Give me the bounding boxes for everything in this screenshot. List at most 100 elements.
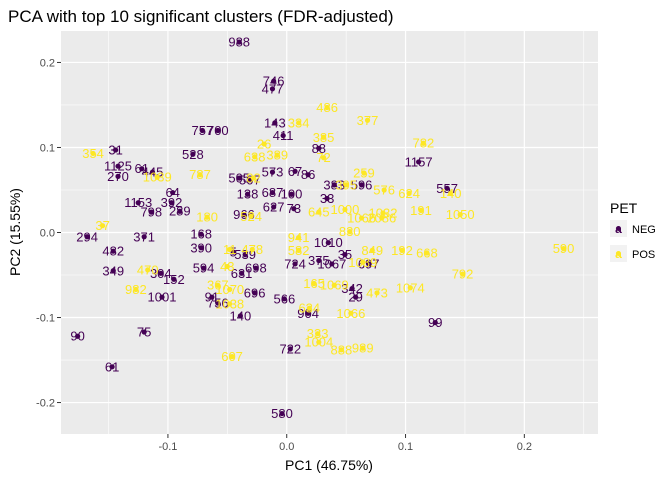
scatter-point xyxy=(324,195,330,202)
scatter-point xyxy=(261,141,267,147)
scatter-point xyxy=(338,347,344,353)
point-label: 1067 xyxy=(317,256,346,271)
point-label: 505 xyxy=(228,171,250,186)
point-label: 192 xyxy=(391,243,413,258)
point-label: 1032 xyxy=(369,205,398,220)
scatter-point xyxy=(236,175,242,181)
scatter-point xyxy=(227,301,233,307)
point-label: 477 xyxy=(262,81,284,96)
scatter-point xyxy=(424,250,430,256)
point-label: 573 xyxy=(262,165,284,180)
point-label: 830 xyxy=(339,224,361,239)
scatter-point xyxy=(204,214,210,220)
point-label: 982 xyxy=(125,282,147,297)
point-label: 782 xyxy=(413,136,435,151)
point-label: 75 xyxy=(137,324,151,339)
point-label: 67 xyxy=(288,164,302,179)
point-label: 140 xyxy=(440,186,462,201)
scatter-point xyxy=(249,246,255,253)
scatter-point xyxy=(296,120,302,126)
point-label: 349 xyxy=(102,263,124,278)
scatter-point xyxy=(325,240,331,246)
scatter-point xyxy=(177,208,183,214)
point-label: 43 xyxy=(220,259,234,274)
scatter-point xyxy=(432,320,438,326)
point-label: 1004 xyxy=(304,335,333,350)
point-label: 787 xyxy=(189,167,211,182)
point-label: 904 xyxy=(297,306,319,321)
scatter-point xyxy=(158,270,164,276)
y-tick-label: 0.2 xyxy=(40,57,55,69)
point-label: 64 xyxy=(165,185,179,200)
scatter-point xyxy=(366,261,372,267)
point-label: 1038 xyxy=(215,296,244,311)
legend-glyph-pos: a xyxy=(615,247,622,261)
scatter-point xyxy=(252,290,258,296)
point-label: 1001 xyxy=(148,290,177,305)
legend-label-neg: NEG xyxy=(632,224,656,236)
scatter-point xyxy=(331,282,337,288)
point-label: 624 xyxy=(398,186,420,201)
point-label: 270 xyxy=(107,169,129,184)
point-label: 333 xyxy=(307,326,329,341)
scatter-point xyxy=(374,290,380,296)
y-tick-label: -0.2 xyxy=(36,398,55,410)
scatter-point xyxy=(141,234,147,240)
scatter-point xyxy=(198,231,204,237)
scatter-point xyxy=(399,247,405,253)
point-label: 724 xyxy=(284,256,306,271)
point-label: 165 xyxy=(303,276,325,291)
scatter-point xyxy=(287,346,293,352)
point-label: 473 xyxy=(366,285,388,300)
point-label: 99 xyxy=(428,315,442,330)
scatter-point xyxy=(190,151,196,157)
scatter-point xyxy=(197,172,203,178)
scatter-point xyxy=(269,189,276,196)
scatter-point xyxy=(227,246,233,253)
scatter-point xyxy=(272,120,278,126)
point-label: 392 xyxy=(161,195,183,210)
scatter-point xyxy=(342,206,348,213)
point-label: 988 xyxy=(228,35,250,50)
scatter-point xyxy=(418,207,424,213)
scatter-point xyxy=(406,190,412,196)
point-label: 1089 xyxy=(348,255,377,270)
point-label: 375 xyxy=(308,253,330,268)
point-label: 289 xyxy=(169,204,191,219)
scatter-point xyxy=(379,215,385,221)
point-label: 1066 xyxy=(336,306,365,321)
point-label: 61 xyxy=(135,161,149,176)
point-label: 411 xyxy=(273,128,294,143)
scatter-point xyxy=(280,132,286,139)
scatter-point xyxy=(316,339,322,345)
point-label: 1050 xyxy=(446,207,475,222)
point-label: 594 xyxy=(193,261,215,276)
point-label: 334 xyxy=(288,115,310,130)
scatter-point xyxy=(291,206,297,212)
scatter-point xyxy=(343,182,349,188)
scatter-point xyxy=(248,213,254,219)
point-label: 11 xyxy=(223,242,237,257)
point-label: 687 xyxy=(262,185,284,200)
scatter-point xyxy=(349,286,355,292)
point-label: 377 xyxy=(357,113,379,128)
point-label: 294 xyxy=(76,229,98,244)
scatter-point xyxy=(358,215,365,221)
point-label: 342 xyxy=(341,281,363,296)
point-label: 576 xyxy=(373,182,395,197)
point-label: 700 xyxy=(207,123,229,138)
point-label: 82 xyxy=(246,171,260,186)
point-label: 1153 xyxy=(124,195,152,210)
scatter-point xyxy=(168,200,175,206)
scatter-point xyxy=(110,268,116,274)
scatter-point xyxy=(296,247,302,253)
scatter-point xyxy=(133,286,139,293)
scatter-point xyxy=(229,354,235,360)
y-tick-label: 0.1 xyxy=(40,142,55,154)
point-label: 371 xyxy=(133,229,155,244)
scatter-point xyxy=(320,134,327,140)
scatter-point xyxy=(353,294,359,300)
point-label: 100 xyxy=(281,187,303,202)
